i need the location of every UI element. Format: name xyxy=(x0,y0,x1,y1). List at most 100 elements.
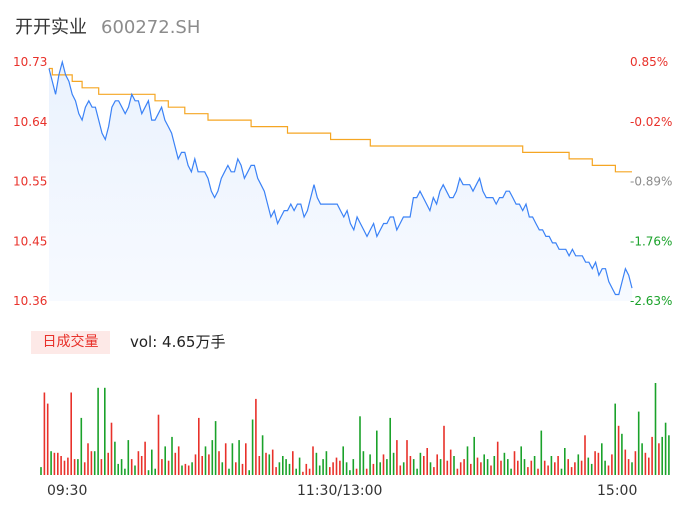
volume-bar xyxy=(100,459,103,475)
volume-bar xyxy=(503,452,506,475)
volume-bar xyxy=(110,422,113,475)
volume-bar xyxy=(221,462,224,475)
volume-bar xyxy=(83,462,86,475)
volume-bar xyxy=(124,468,126,475)
volume-bar xyxy=(235,462,237,475)
volume-bar xyxy=(117,463,119,475)
volume-bar xyxy=(604,460,606,475)
volume-bar xyxy=(564,448,566,475)
volume-bar xyxy=(208,454,210,475)
volume-bar xyxy=(73,459,76,475)
volume-bar xyxy=(325,451,328,475)
volume-bar xyxy=(231,443,234,475)
volume-bar xyxy=(130,459,133,475)
volume-bar xyxy=(282,456,284,475)
volume-bar xyxy=(500,460,502,475)
volume-bar xyxy=(369,454,371,475)
volume-bar xyxy=(329,467,331,475)
volume-bar xyxy=(144,441,146,475)
volume-bar xyxy=(258,456,261,475)
volume-bar xyxy=(134,465,136,475)
volume-bar xyxy=(449,449,452,475)
volume-bar xyxy=(339,460,341,475)
volume-bar xyxy=(268,454,271,475)
volume-bar xyxy=(187,465,190,475)
volume-bar xyxy=(396,440,398,475)
volume-bar xyxy=(550,456,553,475)
volume-bar xyxy=(379,462,381,475)
chart-header: 开开实业 600272.SH xyxy=(15,13,200,39)
price-line xyxy=(48,59,633,296)
volume-bar xyxy=(114,441,116,475)
volume-bar xyxy=(87,443,89,475)
volume-bar xyxy=(349,470,351,475)
volume-bar xyxy=(547,465,549,475)
volume-bar xyxy=(644,452,647,475)
volume-bar xyxy=(520,446,522,475)
volume-bar xyxy=(104,387,106,475)
volume-bar xyxy=(574,462,576,475)
volume-bar xyxy=(40,467,42,475)
volume-bar xyxy=(594,451,596,475)
volume-bar xyxy=(436,454,438,475)
volume-bars xyxy=(40,383,670,475)
percent-tick-label: -0.89% xyxy=(630,175,672,189)
volume-bar xyxy=(517,460,519,475)
time-tick-label: 11:30/13:00 xyxy=(297,483,382,499)
volume-bar xyxy=(543,460,546,475)
price-tick-label: 10.55 xyxy=(13,175,47,189)
volume-bar xyxy=(456,468,459,475)
volume-bar xyxy=(443,425,445,475)
volume-bar xyxy=(493,456,496,475)
volume-bar xyxy=(63,460,66,475)
volume-bar xyxy=(288,463,291,475)
volume-bar xyxy=(614,403,616,475)
volume-bar xyxy=(194,454,197,475)
volume-bar xyxy=(510,468,512,475)
volume-bar xyxy=(587,457,590,475)
volume-bar xyxy=(241,463,244,475)
volume-bar xyxy=(627,459,630,475)
volume-bar xyxy=(496,441,499,475)
volume-bar xyxy=(433,467,435,475)
volume-bar xyxy=(298,457,301,475)
volume-bar xyxy=(332,462,334,475)
volume-bar xyxy=(446,460,449,475)
volume-bar xyxy=(637,411,640,475)
volume-bar xyxy=(376,430,378,475)
volume-bar xyxy=(214,421,217,475)
volume-bar xyxy=(140,456,143,475)
volume-bar xyxy=(624,449,627,475)
volume-bar xyxy=(664,422,667,475)
price-tick-label: 10.45 xyxy=(13,234,47,248)
volume-bar xyxy=(463,459,465,475)
volume-bar xyxy=(261,435,264,475)
volume-bar xyxy=(312,446,314,475)
time-axis: 09:30 11:30/13:00 15:00 xyxy=(47,483,637,499)
volume-bar xyxy=(554,462,556,475)
volume-bar xyxy=(466,446,469,475)
volume-bar xyxy=(580,460,583,475)
volume-bar xyxy=(151,449,153,475)
volume-bar xyxy=(255,398,257,475)
volume-bar xyxy=(90,451,93,475)
volume-bar xyxy=(60,456,62,475)
volume-bar xyxy=(507,459,509,475)
volume-bar xyxy=(120,459,123,475)
percent-tick-label: -0.02% xyxy=(630,115,672,129)
volume-bar xyxy=(161,459,163,475)
volume-bar xyxy=(365,468,368,475)
volume-bar xyxy=(53,452,56,475)
price-tick-label: 10.36 xyxy=(13,294,47,308)
volume-bar xyxy=(305,463,308,475)
volume-bar xyxy=(248,470,250,475)
volume-readout: vol: 4.65万手 xyxy=(130,333,226,351)
volume-bar xyxy=(278,462,281,475)
volume-bar xyxy=(473,436,475,475)
volume-bar xyxy=(174,452,177,475)
volume-bar xyxy=(402,462,405,475)
volume-bar xyxy=(177,446,180,475)
volume-bar xyxy=(50,451,52,475)
volume-bar xyxy=(426,448,428,475)
